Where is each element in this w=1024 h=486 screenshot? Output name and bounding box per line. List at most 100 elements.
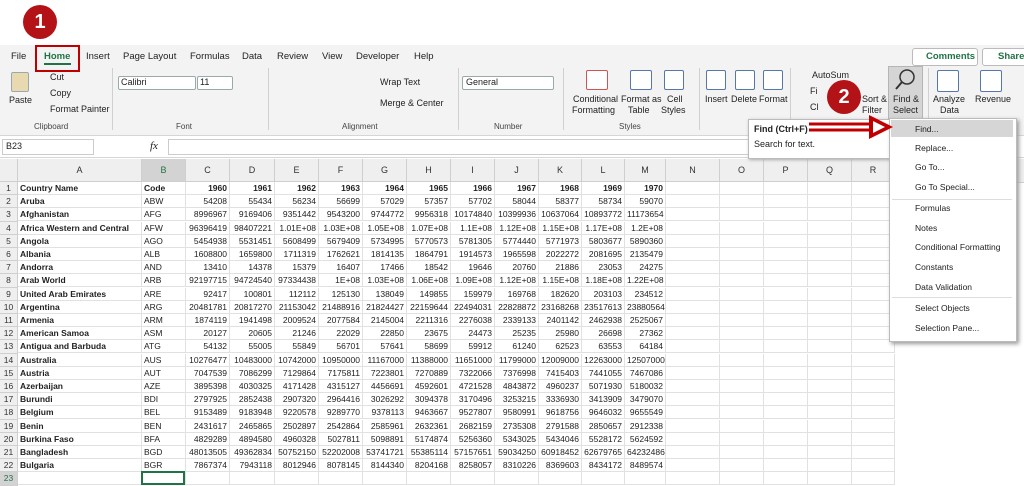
cell[interactable]: 57357 bbox=[407, 195, 451, 209]
menu-item[interactable]: Select Objects bbox=[915, 303, 970, 313]
cell[interactable]: 50752150 bbox=[275, 446, 319, 459]
empty-cell[interactable] bbox=[666, 234, 720, 248]
row-header[interactable]: 14 bbox=[0, 353, 18, 367]
column-header[interactable]: M bbox=[625, 159, 666, 182]
empty-cell[interactable] bbox=[764, 446, 808, 459]
empty-cell[interactable] bbox=[764, 314, 808, 327]
cell[interactable]: 3413909 bbox=[582, 393, 625, 407]
cell[interactable]: 7441055 bbox=[582, 366, 625, 380]
cell[interactable]: 1960 bbox=[186, 182, 230, 195]
cell[interactable]: 1.01E+08 bbox=[275, 221, 319, 235]
empty-cell[interactable] bbox=[666, 459, 720, 473]
cell[interactable]: 9378113 bbox=[363, 406, 407, 420]
cell[interactable]: 59034250 bbox=[495, 446, 539, 459]
cell[interactable]: AGO bbox=[142, 234, 186, 248]
cell[interactable]: 60918452 bbox=[539, 446, 582, 459]
cell[interactable]: 4592601 bbox=[407, 380, 451, 393]
empty-cell[interactable] bbox=[720, 300, 764, 314]
row-header[interactable]: 7 bbox=[0, 261, 18, 275]
empty-cell[interactable] bbox=[808, 340, 852, 354]
cell[interactable]: 1967 bbox=[495, 182, 539, 195]
cell[interactable]: Country Name bbox=[18, 182, 142, 195]
cell[interactable]: 20760 bbox=[495, 261, 539, 275]
cell[interactable]: 10399936 bbox=[495, 208, 539, 222]
cell[interactable]: 5174874 bbox=[407, 432, 451, 446]
cell[interactable]: 203103 bbox=[582, 287, 625, 301]
empty-cell[interactable] bbox=[764, 419, 808, 433]
cell[interactable]: 5624592 bbox=[625, 432, 666, 446]
empty-cell[interactable] bbox=[666, 472, 720, 486]
cell[interactable]: 4843872 bbox=[495, 380, 539, 393]
cell[interactable]: 2431617 bbox=[186, 419, 230, 433]
cell[interactable]: 112112 bbox=[275, 287, 319, 301]
cell[interactable]: 1965598 bbox=[495, 248, 539, 261]
cell[interactable]: 1.18E+08 bbox=[582, 274, 625, 288]
empty-cell[interactable] bbox=[230, 472, 275, 486]
paste-icon[interactable] bbox=[11, 72, 29, 92]
empty-cell[interactable] bbox=[720, 195, 764, 209]
cell[interactable]: 5343025 bbox=[495, 432, 539, 446]
cell[interactable]: 55434 bbox=[230, 195, 275, 209]
empty-cell[interactable] bbox=[764, 366, 808, 380]
cell[interactable]: 97334438 bbox=[275, 274, 319, 288]
cell[interactable]: 58734 bbox=[582, 195, 625, 209]
cell[interactable]: 2276038 bbox=[451, 314, 495, 327]
cell[interactable]: Argentina bbox=[18, 300, 142, 314]
column-header[interactable]: O bbox=[720, 159, 764, 182]
cell[interactable]: 3479070 bbox=[625, 393, 666, 407]
cell[interactable]: 4171428 bbox=[275, 380, 319, 393]
empty-cell[interactable] bbox=[764, 432, 808, 446]
cell[interactable]: 1.12E+08 bbox=[495, 274, 539, 288]
empty-cell[interactable] bbox=[666, 446, 720, 459]
cell[interactable]: 27362 bbox=[625, 327, 666, 341]
cell[interactable]: 8996967 bbox=[186, 208, 230, 222]
cell[interactable]: 5180032 bbox=[625, 380, 666, 393]
cell[interactable]: BDI bbox=[142, 393, 186, 407]
format-table-icon[interactable] bbox=[630, 70, 652, 90]
empty-cell[interactable] bbox=[451, 472, 495, 486]
row-header[interactable]: 23 bbox=[0, 472, 18, 486]
cell[interactable]: 58699 bbox=[407, 340, 451, 354]
empty-cell[interactable] bbox=[720, 208, 764, 222]
cell[interactable]: 2135479 bbox=[625, 248, 666, 261]
column-header[interactable]: I bbox=[451, 159, 495, 182]
empty-cell[interactable] bbox=[852, 406, 895, 420]
empty-cell[interactable] bbox=[808, 195, 852, 209]
cell[interactable]: 92417 bbox=[186, 287, 230, 301]
cell[interactable]: 7943118 bbox=[230, 459, 275, 473]
cell[interactable]: 23675 bbox=[407, 327, 451, 341]
cell[interactable]: 7223801 bbox=[363, 366, 407, 380]
cell[interactable]: Bulgaria bbox=[18, 459, 142, 473]
cell[interactable]: 24473 bbox=[451, 327, 495, 341]
cell[interactable]: 5679409 bbox=[319, 234, 363, 248]
empty-cell[interactable] bbox=[720, 314, 764, 327]
row-header[interactable]: 17 bbox=[0, 393, 18, 407]
menu-item[interactable]: Notes bbox=[915, 223, 938, 233]
empty-cell[interactable] bbox=[764, 221, 808, 235]
cell[interactable]: 5454938 bbox=[186, 234, 230, 248]
empty-cell[interactable] bbox=[666, 366, 720, 380]
empty-cell[interactable] bbox=[852, 459, 895, 473]
cell[interactable]: 9153489 bbox=[186, 406, 230, 420]
cell[interactable]: 4456691 bbox=[363, 380, 407, 393]
cell[interactable]: 8078145 bbox=[319, 459, 363, 473]
cell[interactable]: 234512 bbox=[625, 287, 666, 301]
menu-item[interactable]: Find... bbox=[915, 124, 939, 134]
cell[interactable]: 54132 bbox=[186, 340, 230, 354]
comments-button[interactable] bbox=[912, 48, 978, 66]
empty-cell[interactable] bbox=[808, 353, 852, 367]
cell[interactable]: 7175811 bbox=[319, 366, 363, 380]
row-header[interactable]: 19 bbox=[0, 419, 18, 433]
cell[interactable]: ARM bbox=[142, 314, 186, 327]
empty-cell[interactable] bbox=[666, 300, 720, 314]
menu-item[interactable]: Conditional Formatting bbox=[915, 242, 1001, 252]
empty-cell[interactable] bbox=[764, 248, 808, 261]
cell[interactable]: 21886 bbox=[539, 261, 582, 275]
empty-cell[interactable] bbox=[666, 353, 720, 367]
cell[interactable]: 59912 bbox=[451, 340, 495, 354]
empty-cell[interactable] bbox=[666, 340, 720, 354]
empty-cell[interactable] bbox=[666, 182, 720, 195]
column-header[interactable]: C bbox=[186, 159, 230, 182]
cell[interactable]: 5771973 bbox=[539, 234, 582, 248]
cell[interactable]: 7129864 bbox=[275, 366, 319, 380]
